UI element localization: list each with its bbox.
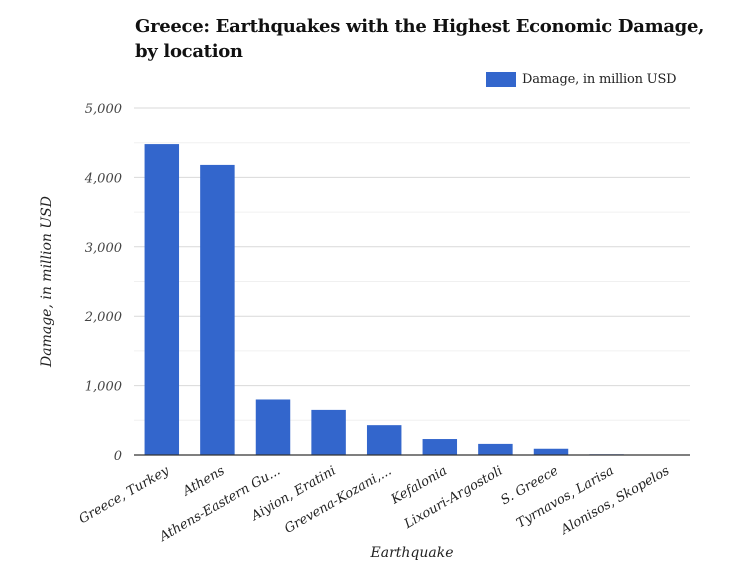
bar — [144, 144, 180, 455]
x-tick-label: Grevena-Kozani,... — [282, 463, 394, 536]
bar — [478, 443, 513, 455]
y-axis-ticks: 0 1,000 2,000 3,000 4,000 5,000 — [84, 102, 122, 464]
legend-swatch — [486, 72, 516, 87]
bar — [255, 399, 291, 455]
y-tick-label: 1,000 — [85, 380, 122, 395]
x-tick-label: Lixouri-Argostoli — [401, 463, 505, 532]
y-axis-title: Damage, in million USD — [39, 196, 55, 368]
y-tick-label: 4,000 — [84, 171, 122, 186]
bar — [422, 439, 458, 455]
bar — [200, 164, 235, 455]
bar — [533, 448, 569, 455]
legend: Damage, in million USD — [486, 72, 677, 87]
x-tick-label: Greece, Turkey — [76, 463, 172, 527]
chart-title: Greece: Earthquakes with the Highest Eco… — [135, 16, 705, 62]
x-axis-title: Earthquake — [370, 545, 454, 561]
y-tick-label: 5,000 — [85, 102, 122, 117]
y-tick-label: 2,000 — [84, 310, 122, 325]
y-tick-label: 0 — [114, 449, 122, 464]
bar — [366, 425, 402, 455]
bar — [311, 409, 346, 455]
y-tick-label: 3,000 — [85, 241, 122, 256]
legend-label: Damage, in million USD — [522, 72, 677, 87]
bars — [144, 144, 680, 456]
